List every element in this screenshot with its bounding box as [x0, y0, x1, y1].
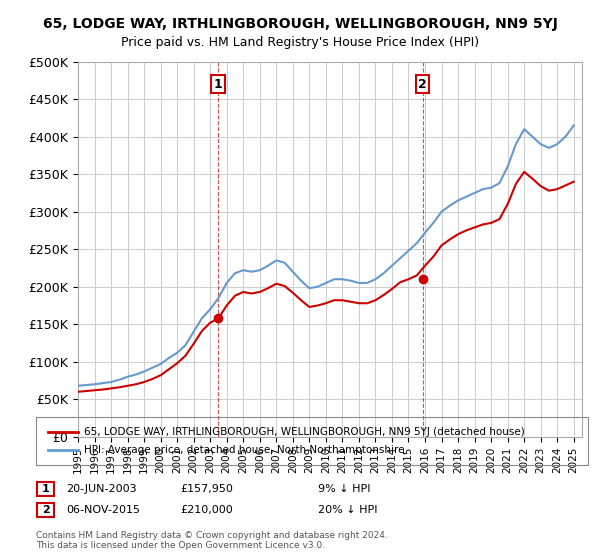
Text: 65, LODGE WAY, IRTHLINGBOROUGH, WELLINGBOROUGH, NN9 5YJ: 65, LODGE WAY, IRTHLINGBOROUGH, WELLINGB…: [43, 17, 557, 31]
Text: Price paid vs. HM Land Registry's House Price Index (HPI): Price paid vs. HM Land Registry's House …: [121, 36, 479, 49]
Text: 06-NOV-2015: 06-NOV-2015: [66, 505, 140, 515]
Text: 1: 1: [42, 484, 49, 494]
Text: £210,000: £210,000: [180, 505, 233, 515]
Text: 20-JUN-2003: 20-JUN-2003: [66, 484, 137, 494]
Text: 2: 2: [42, 505, 49, 515]
Text: 9% ↓ HPI: 9% ↓ HPI: [318, 484, 371, 494]
Text: 20% ↓ HPI: 20% ↓ HPI: [318, 505, 377, 515]
Text: 1: 1: [214, 78, 223, 91]
Text: Contains HM Land Registry data © Crown copyright and database right 2024.
This d: Contains HM Land Registry data © Crown c…: [36, 530, 388, 550]
Text: 65, LODGE WAY, IRTHLINGBOROUGH, WELLINGBOROUGH, NN9 5YJ (detached house): 65, LODGE WAY, IRTHLINGBOROUGH, WELLINGB…: [84, 427, 525, 437]
Text: HPI: Average price, detached house, North Northamptonshire: HPI: Average price, detached house, Nort…: [84, 445, 404, 455]
Text: £157,950: £157,950: [180, 484, 233, 494]
Text: 2: 2: [418, 78, 427, 91]
